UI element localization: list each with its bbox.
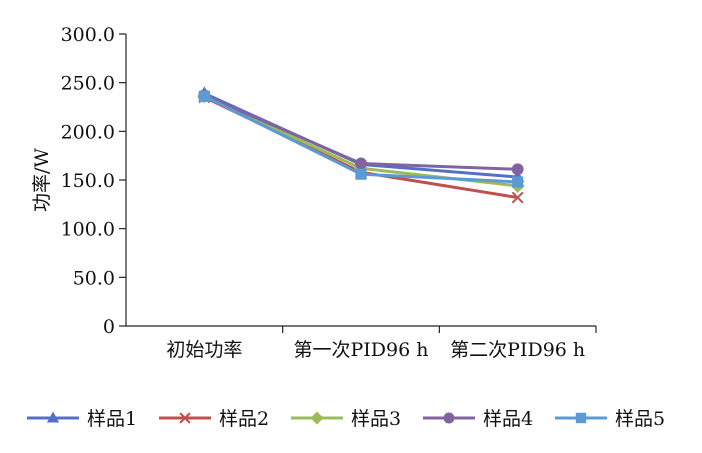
- x-category-label: 第一次PID96 h: [294, 339, 429, 361]
- legend-label: 样品4: [483, 408, 533, 430]
- y-axis-title: 功率/W: [31, 148, 53, 212]
- legend-label: 样品3: [351, 408, 401, 430]
- y-tick-label: 250.0: [61, 73, 115, 95]
- legend: 样品1 样品2 样品3 样品4 样品5: [27, 408, 665, 430]
- series-4: [198, 89, 524, 176]
- legend-label: 样品2: [219, 408, 269, 430]
- legend-marker: [310, 411, 324, 425]
- x-category-label: 初始功率: [166, 339, 242, 361]
- series-5-point: [355, 168, 367, 180]
- y-tick-label: 300.0: [61, 24, 115, 46]
- x-category-label: 第二次PID96 h: [450, 339, 585, 361]
- legend-marker: [443, 412, 455, 424]
- y-tick-label: 150.0: [61, 170, 115, 192]
- series-4-point: [511, 163, 524, 176]
- legend-item-3: 样品3: [291, 408, 401, 430]
- legend-marker: [179, 412, 191, 424]
- y-tick-label: 200.0: [61, 121, 115, 143]
- legend-marker: [575, 412, 587, 424]
- series-5-point: [198, 90, 210, 102]
- y-tick-label: 0: [103, 316, 115, 338]
- series-5: [198, 90, 524, 188]
- legend-marker: [46, 411, 60, 423]
- y-tick-label: 50.0: [73, 267, 115, 289]
- legend-item-1: 样品1: [27, 408, 137, 430]
- series-2-point-stroke: [511, 191, 524, 204]
- legend-item-5: 样品5: [555, 408, 665, 430]
- legend-label: 样品5: [615, 408, 665, 430]
- y-tick-label: 100.0: [61, 219, 115, 241]
- legend-marker-stroke: [179, 412, 191, 424]
- series-5-point: [512, 176, 524, 188]
- series-4-point: [355, 157, 367, 170]
- x-axis: 初始功率 第一次PID96 h 第二次PID96 h: [126, 325, 597, 361]
- legend-item-4: 样品4: [423, 408, 533, 430]
- series-2: [198, 91, 524, 204]
- series-2-point: [511, 191, 524, 204]
- legend-item-2: 样品2: [159, 408, 269, 430]
- legend-label: 样品1: [87, 408, 137, 430]
- series-layer: [197, 86, 525, 204]
- series-2-line: [203, 95, 518, 200]
- y-axis: 0 50.0 100.0 150.0 200.0 250.0 300.0: [61, 24, 127, 338]
